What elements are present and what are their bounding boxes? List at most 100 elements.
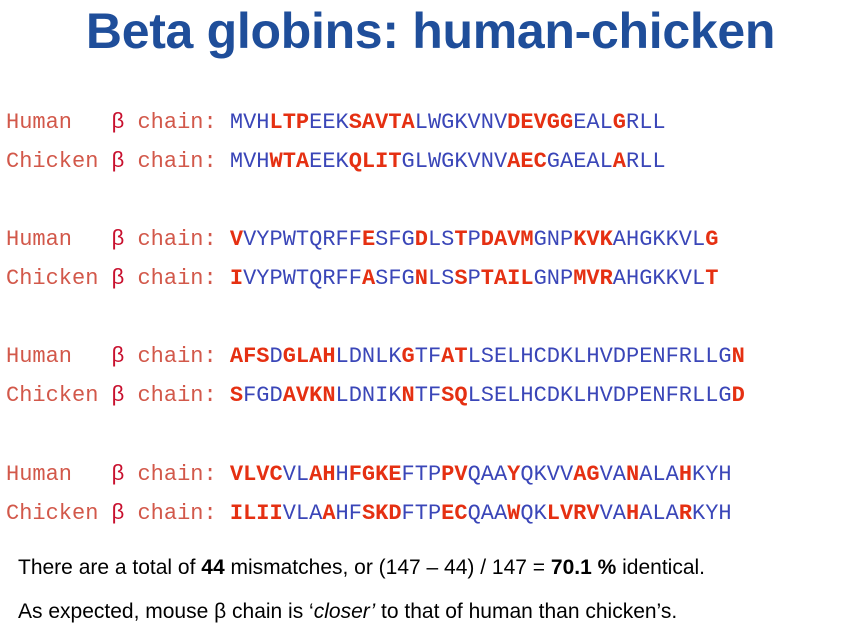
mismatch-residues: S bbox=[229, 383, 244, 408]
match-residues: H bbox=[335, 462, 349, 487]
chain-label: chain: bbox=[124, 149, 230, 174]
match-residues: D bbox=[269, 383, 283, 408]
mismatch-residues: I bbox=[229, 266, 244, 291]
beta-symbol: β bbox=[111, 108, 125, 133]
mismatch-residues: T bbox=[705, 266, 719, 291]
match-residues: EEK bbox=[309, 149, 349, 174]
mismatch-residues: H bbox=[626, 501, 640, 526]
match-residues: SFG bbox=[375, 266, 415, 291]
sequence-row: Chicken β chain: IVYPWTQRFFASFGNLSSPTAIL… bbox=[6, 257, 718, 296]
match-residues: KYH bbox=[692, 501, 732, 526]
mismatch-residues: TAIL bbox=[480, 266, 534, 291]
sequence-row: Chicken β chain: MVHWTAEEKQLITGLWGKVNVAE… bbox=[6, 140, 666, 179]
species-label: Chicken bbox=[6, 266, 112, 291]
match-residues: MVH bbox=[229, 110, 270, 135]
summary-mid: mismatches, or (147 – 44) / 147 = bbox=[224, 556, 551, 579]
alignment-block: Human β chain: AFSDGLAHLDNLKGTFATLSELHCD… bbox=[6, 335, 745, 413]
identity-percent: 70.1 % bbox=[550, 556, 617, 579]
match-residues: ALA bbox=[639, 501, 679, 526]
mismatch-residues: ILII bbox=[229, 501, 283, 526]
match-residues: EAL bbox=[573, 110, 613, 135]
beta-symbol: β bbox=[111, 499, 125, 524]
match-residues: LDNLK bbox=[335, 344, 402, 369]
summary-line: There are a total of 44 mismatches, or (… bbox=[18, 556, 705, 580]
chain-label: chain: bbox=[124, 344, 230, 369]
mismatch-residues: V bbox=[229, 227, 244, 252]
sequence: SFGDAVKNLDNIKNTFSQLSELHCDKLHVDPENFRLLGD bbox=[230, 383, 745, 408]
sequence-row: Human β chain: AFSDGLAHLDNLKGTFATLSELHCD… bbox=[6, 335, 745, 374]
mismatch-residues: H bbox=[678, 462, 693, 487]
match-residues: TF bbox=[414, 383, 442, 408]
sequence-row: Human β chain: MVHLTPEEKSAVTALWGKVNVDEVG… bbox=[6, 101, 666, 140]
chain-label: chain: bbox=[124, 110, 230, 135]
mismatch-residues: LVRV bbox=[546, 501, 600, 526]
sequence-row: Human β chain: VVYPWTQRFFESFGDLSTPDAVMGN… bbox=[6, 218, 718, 257]
mismatch-residues: D bbox=[414, 227, 428, 252]
alignment-block: Human β chain: MVHLTPEEKSAVTALWGKVNVDEVG… bbox=[6, 101, 666, 179]
sequence-row: Human β chain: VLVCVLAHHFGKEFTPPVQAAYQKV… bbox=[6, 453, 732, 492]
match-residues: SFG bbox=[375, 227, 415, 252]
mismatch-residues: SKD bbox=[361, 501, 402, 526]
chain-label: chain: bbox=[124, 266, 230, 291]
match-residues: FG bbox=[243, 383, 270, 408]
mismatch-residues: GLAH bbox=[282, 344, 336, 369]
summary-pre: There are a total of bbox=[18, 556, 202, 579]
mismatch-residues: LTP bbox=[269, 110, 310, 135]
match-residues: FTP bbox=[401, 462, 442, 487]
mismatch-residues: G bbox=[612, 110, 626, 135]
species-label: Human bbox=[6, 110, 112, 135]
sequence: VVYPWTQRFFESFGDLSTPDAVMGNPKVKAHGKKVLG bbox=[230, 227, 719, 252]
chain-label: chain: bbox=[124, 462, 230, 487]
mismatch-residues: DAVM bbox=[480, 227, 534, 252]
mismatch-residues: AH bbox=[309, 462, 336, 487]
species-label: Human bbox=[6, 227, 112, 252]
chain-label: chain: bbox=[124, 383, 230, 408]
sequence: VLVCVLAHHFGKEFTPPVQAAYQKVVAGVANALAHKYH bbox=[230, 462, 732, 487]
match-residues: ALA bbox=[639, 462, 679, 487]
match-residues: TF bbox=[414, 344, 442, 369]
alignment-block: Human β chain: VVYPWTQRFFESFGDLSTPDAVMGN… bbox=[6, 218, 718, 296]
match-residues: FTP bbox=[401, 501, 442, 526]
mismatch-residues: D bbox=[731, 383, 745, 408]
mismatch-residues: G bbox=[705, 227, 719, 252]
match-residues: VLA bbox=[282, 501, 323, 526]
chain-label: chain: bbox=[124, 227, 230, 252]
conclusion-line: As expected, mouse β chain is ‘closer’ t… bbox=[18, 600, 677, 624]
sequence-row: Chicken β chain: ILIIVLAAHFSKDFTPECQAAWQ… bbox=[6, 492, 732, 531]
mismatch-residues: AT bbox=[441, 344, 468, 369]
species-label: Chicken bbox=[6, 383, 112, 408]
conclusion-pre: As expected, mouse β chain is ‘ bbox=[18, 600, 314, 623]
mismatch-residues: R bbox=[678, 501, 693, 526]
match-residues: MVH bbox=[229, 149, 270, 174]
mismatch-residues: FGKE bbox=[348, 462, 402, 487]
match-residues: LDNIK bbox=[335, 383, 402, 408]
mismatch-residues: N bbox=[414, 266, 428, 291]
match-residues: VYPWTQRFF bbox=[243, 227, 362, 252]
mismatch-residues: Y bbox=[507, 462, 521, 487]
mismatch-residues: SAVTA bbox=[348, 110, 415, 135]
beta-symbol: β bbox=[111, 381, 125, 406]
match-residues: D bbox=[269, 344, 283, 369]
mismatch-residues: QLIT bbox=[348, 149, 402, 174]
summary-post: identical. bbox=[616, 556, 705, 579]
beta-symbol: β bbox=[111, 342, 125, 367]
match-residues: VA bbox=[599, 501, 626, 526]
mismatch-residues: KVK bbox=[573, 227, 613, 252]
match-residues: LSELHCDKLHVDPENFRLLG bbox=[467, 344, 732, 369]
beta-symbol: β bbox=[111, 225, 125, 250]
mismatch-residues: VLVC bbox=[229, 462, 283, 487]
sequence-row: Chicken β chain: SFGDAVKNLDNIKNTFSQLSELH… bbox=[6, 374, 745, 413]
match-residues: AHGKKVL bbox=[612, 266, 706, 291]
slide-title: Beta globins: human-chicken bbox=[85, 3, 776, 59]
species-label: Human bbox=[6, 344, 112, 369]
match-residues: QAA bbox=[467, 501, 508, 526]
match-residues: GNP bbox=[533, 227, 574, 252]
mismatch-residues: AEC bbox=[507, 149, 547, 174]
sequence: IVYPWTQRFFASFGNLSSPTAILGNPMVRAHGKKVLT bbox=[230, 266, 719, 291]
sequence: AFSDGLAHLDNLKGTFATLSELHCDKLHVDPENFRLLGN bbox=[230, 344, 745, 369]
mismatch-residues: SQ bbox=[441, 383, 468, 408]
match-residues: LS bbox=[427, 227, 455, 252]
mismatch-residues: W bbox=[507, 501, 521, 526]
mismatch-residues: S bbox=[454, 266, 468, 291]
match-residues: G bbox=[401, 149, 415, 174]
